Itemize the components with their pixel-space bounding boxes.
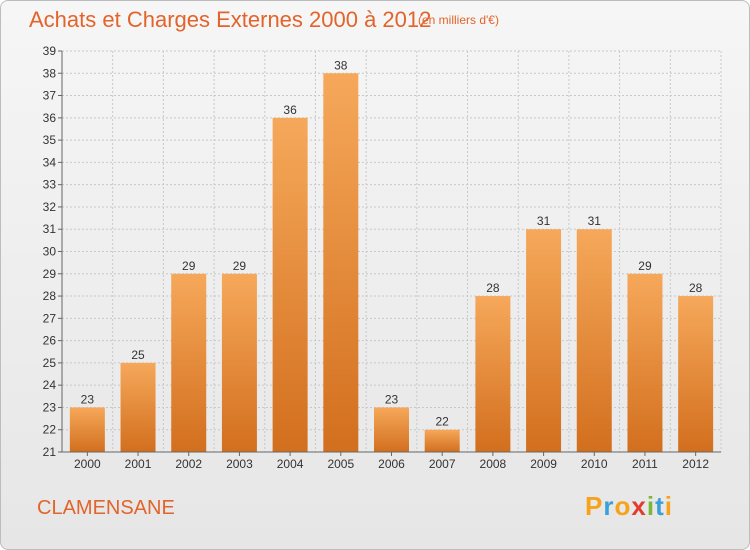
data-label: 29 <box>233 259 247 273</box>
x-tick-label: 2003 <box>226 457 253 471</box>
x-tick-label: 2002 <box>175 457 202 471</box>
y-tick-label: 37 <box>43 89 57 103</box>
bar <box>120 362 156 452</box>
logo-letter: x <box>631 491 647 521</box>
y-tick-label: 34 <box>43 155 57 169</box>
y-tick-label: 35 <box>43 133 57 147</box>
logo-letter: i <box>646 491 656 521</box>
bar <box>69 407 105 452</box>
data-label: 31 <box>588 214 602 228</box>
y-tick-label: 26 <box>43 334 57 348</box>
data-label: 23 <box>81 392 95 406</box>
y-tick-label: 30 <box>43 245 57 259</box>
x-tick-label: 2010 <box>581 457 608 471</box>
y-tick-label: 21 <box>43 445 57 459</box>
y-tick-label: 23 <box>43 400 57 414</box>
chart-subtitle: (en milliers d'€) <box>418 13 499 27</box>
logo-letter: i <box>664 491 673 521</box>
x-tick-label: 2007 <box>429 457 456 471</box>
x-tick-label: 2001 <box>125 457 152 471</box>
logo-letter: t <box>655 491 665 521</box>
y-tick-label: 39 <box>43 44 57 58</box>
y-tick-label: 22 <box>43 423 57 437</box>
bar <box>424 429 460 452</box>
y-tick-label: 38 <box>43 66 57 80</box>
x-tick-label: 2012 <box>682 457 709 471</box>
bar <box>526 229 562 452</box>
bar <box>323 73 359 453</box>
bars <box>69 73 714 453</box>
y-tick-label: 24 <box>43 378 57 392</box>
logo-letter: r <box>603 491 615 521</box>
data-label: 22 <box>436 415 450 429</box>
y-tick-label: 33 <box>43 178 57 192</box>
proxiti-logo: Proxiti <box>585 491 673 522</box>
bar <box>627 273 663 452</box>
data-label: 29 <box>638 259 652 273</box>
y-tick-label: 28 <box>43 289 57 303</box>
logo-letter: o <box>614 491 632 521</box>
data-label: 38 <box>334 58 348 72</box>
y-tick-label: 25 <box>43 356 57 370</box>
x-tick-label: 2011 <box>632 457 658 471</box>
bar <box>678 296 714 452</box>
axes: 21 22 23 24 25 26 27 28 29 30 31 32 33 34 35 36 37 38 39 20… <box>43 44 721 471</box>
y-tick-label: 29 <box>43 267 57 281</box>
data-label: 28 <box>689 281 703 295</box>
chart-title: Achats et Charges Externes 2000 à 2012 <box>29 7 432 32</box>
data-label: 31 <box>537 214 551 228</box>
bar <box>576 229 612 452</box>
bar <box>475 296 511 452</box>
data-label: 25 <box>131 348 145 362</box>
y-tick-label: 36 <box>43 111 57 125</box>
data-label: 28 <box>486 281 500 295</box>
x-tick-label: 2008 <box>480 457 507 471</box>
y-tick-label: 32 <box>43 200 57 214</box>
y-tick-label: 27 <box>43 311 57 325</box>
data-label: 29 <box>182 259 196 273</box>
bar <box>374 407 409 452</box>
x-tick-label: 2005 <box>327 457 354 471</box>
labels: 23 25 29 29 36 38 23 22 28 31 31 29 28 <box>81 58 703 428</box>
bar <box>272 117 308 452</box>
logo-letter: P <box>585 491 604 521</box>
commune-name: CLAMENSANE <box>37 497 175 519</box>
bar <box>171 273 207 452</box>
x-tick-label: 2009 <box>530 457 557 471</box>
y-tick-label: 31 <box>43 222 57 236</box>
x-tick-label: 2000 <box>74 457 101 471</box>
bar <box>221 273 257 452</box>
x-tick-label: 2004 <box>277 457 304 471</box>
data-label: 36 <box>283 103 297 117</box>
data-label: 23 <box>385 392 399 406</box>
x-tick-label: 2006 <box>378 457 405 471</box>
